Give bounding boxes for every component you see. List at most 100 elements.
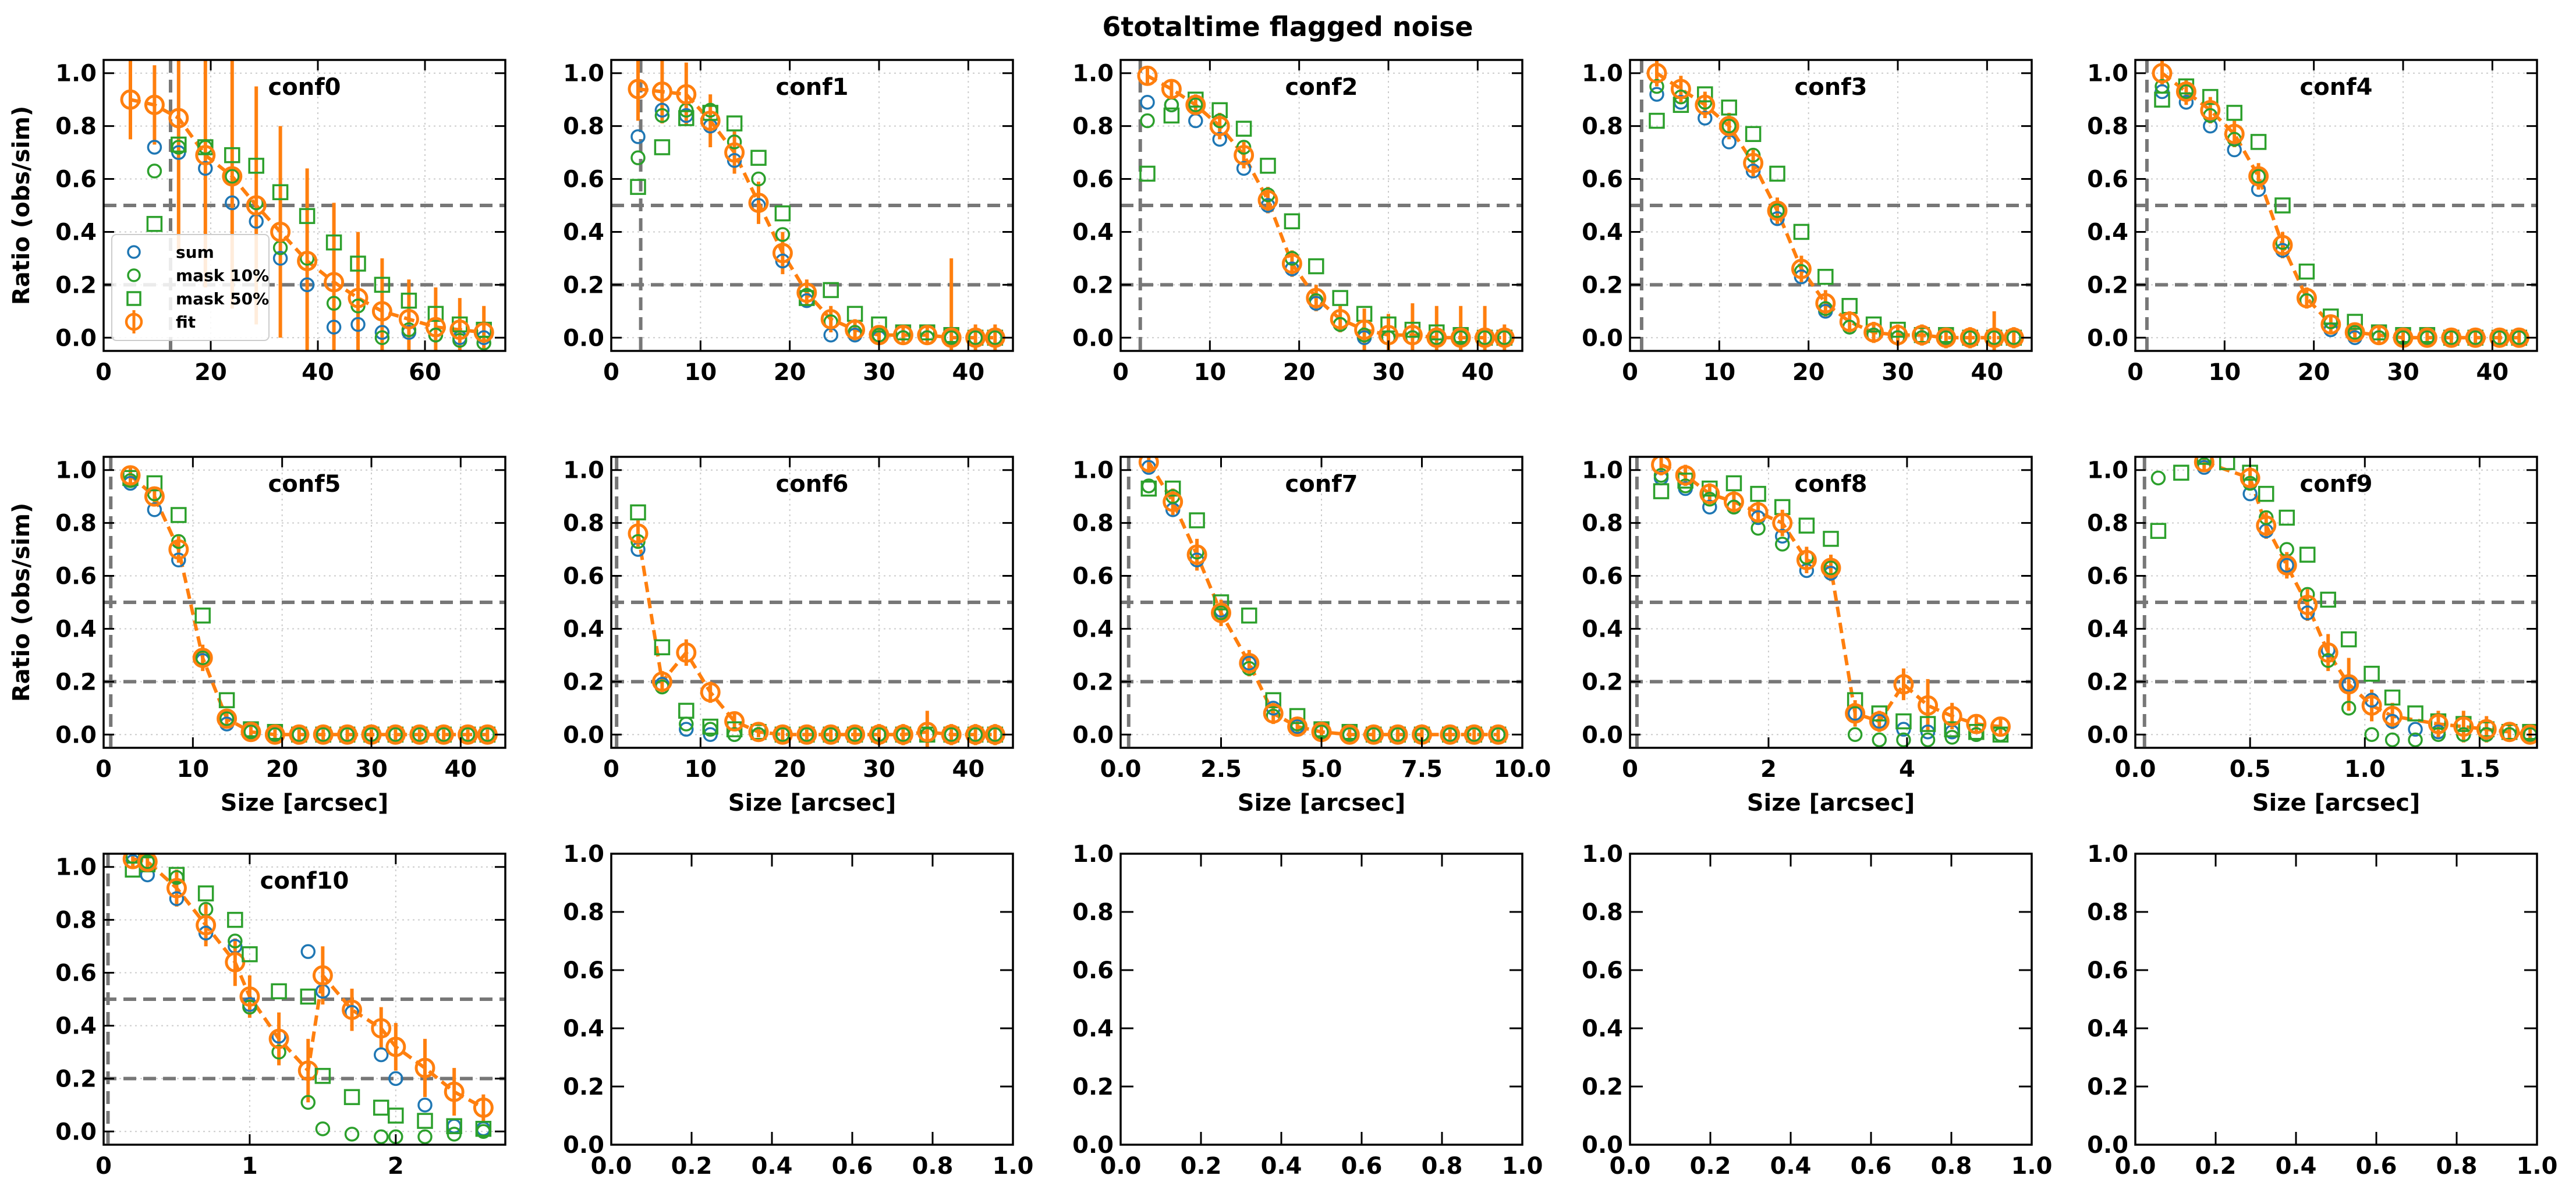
fit-point <box>1893 674 1914 695</box>
fit-point <box>458 724 479 745</box>
mask50-point <box>846 306 863 322</box>
subplot-panel: conf4 0 10 20 30 40 0.0 0.2 0.4 0.6 0.8 1.0 <box>2087 59 2538 386</box>
axes-frame <box>102 59 506 352</box>
mask50-point <box>2250 134 2267 150</box>
fit-point <box>2320 314 2341 335</box>
y-tick-label: 0.6 <box>1072 957 1114 984</box>
fit-point <box>2194 457 2214 473</box>
y-tick-label: 0.4 <box>55 219 97 246</box>
subplot-panel: conf0 0 20 40 60 0.0 0.2 0.4 0.6 0.8 1.0 Ratio (obs… <box>8 59 506 386</box>
x-tick-label: 2 <box>1760 756 1777 783</box>
mask50-point <box>171 507 187 523</box>
fit-point <box>2272 235 2293 255</box>
mask50-point <box>1442 726 1458 743</box>
y-tick-label: 0.2 <box>2087 272 2128 299</box>
mask10-point <box>2150 470 2166 486</box>
mask50-point <box>2501 723 2518 740</box>
y-tick-label: 0.6 <box>563 957 604 984</box>
mask10-point <box>315 1121 331 1137</box>
fit-point <box>1339 724 1360 745</box>
mask50-point <box>2511 329 2528 346</box>
mask50-point <box>1847 692 1863 708</box>
y-tick-label: 0.8 <box>563 510 604 537</box>
fit-point <box>1767 200 1788 221</box>
fit-line <box>637 87 995 340</box>
mask50-point <box>1745 126 1762 143</box>
mask50-point <box>373 1099 389 1116</box>
fit-point <box>2465 327 2486 348</box>
subplot-panel: 0.0 0.2 0.4 0.6 0.8 1.0 0.0 0.2 0.4 0.6 0.8 1.0 <box>1072 841 1543 1180</box>
fit-line <box>132 857 484 1110</box>
subplot-panel: conf3 0 10 20 30 40 0.0 0.2 0.4 0.6 0.8 1.0 <box>1582 59 2033 386</box>
x-tick-label: 60 <box>409 359 441 386</box>
y-tick-label: 0.0 <box>1072 722 1114 748</box>
axes-frame <box>610 59 1014 352</box>
y-tick-label: 0.6 <box>563 563 604 590</box>
y-tick-label: 0.2 <box>55 1066 97 1092</box>
mask50-point <box>1390 726 1406 743</box>
fit-point <box>195 145 216 166</box>
y-tick-label: 0.4 <box>1582 219 1623 246</box>
subplot-panel: conf10 0 1 2 0.0 0.2 0.4 0.6 0.8 1.0 <box>55 853 506 1180</box>
y-tick-label: 0.2 <box>563 669 604 695</box>
mask50-point <box>1649 112 1665 129</box>
mask50-point <box>1865 316 1882 333</box>
mask10-point <box>2258 510 2274 526</box>
legend: sum mask 10% mask 50% fit <box>111 234 270 341</box>
y-tick-label: 1.0 <box>2087 841 2128 868</box>
y-tick-label: 0.6 <box>55 960 97 987</box>
axes-frame <box>610 456 1014 749</box>
mask50-point <box>654 139 671 155</box>
fit-line <box>129 474 488 737</box>
x-tick-label: 0.4 <box>2276 1153 2317 1180</box>
mask50-point <box>630 179 646 195</box>
fit-point <box>297 250 318 271</box>
mask50-point <box>1289 708 1306 725</box>
sum-point <box>1698 111 1713 126</box>
fit-line <box>1656 72 2014 340</box>
sum-point <box>1745 164 1761 179</box>
fit-point <box>473 322 494 343</box>
x-tick-label: 0.8 <box>1422 1153 1463 1180</box>
mask10-point <box>374 330 390 346</box>
mask10-point <box>727 134 742 150</box>
mask10-point <box>2384 732 2400 748</box>
mask50-point <box>2443 329 2460 346</box>
x-tick-label: 0 <box>603 359 619 386</box>
fit-point <box>1791 258 1812 279</box>
mask10-point <box>417 1129 433 1145</box>
fit-point <box>651 671 672 692</box>
mask50-point <box>343 1089 360 1105</box>
mask50-point <box>726 115 743 132</box>
fit-point <box>2476 719 2497 740</box>
fit-point <box>2489 327 2510 348</box>
y-tick-label: 0.8 <box>1072 510 1114 537</box>
mask10-point <box>401 322 417 338</box>
x-tick-label: 0.0 <box>1100 756 1142 783</box>
mask10-point <box>242 999 257 1015</box>
mask50-point <box>1968 723 1985 740</box>
subplot-panel: 0.0 0.2 0.4 0.6 0.8 1.0 0.0 0.2 0.4 0.6 0.8 1.0 <box>1582 841 2052 1180</box>
sum-point <box>727 152 742 168</box>
mask50-point <box>314 1068 331 1084</box>
x-tick-label: 10 <box>176 756 209 783</box>
x-axis-label: Size [arcsec] <box>1747 790 1915 816</box>
mask50-point <box>750 150 767 166</box>
y-tick-label: 0.4 <box>55 616 97 642</box>
y-tick-label: 0.4 <box>2087 1016 2128 1042</box>
y-tick-label: 1.0 <box>1072 61 1114 87</box>
mask10-point <box>2320 653 2336 668</box>
fit-point <box>371 301 392 322</box>
mask10-point <box>775 227 791 242</box>
mask50-point <box>218 692 235 708</box>
fit-point <box>168 539 189 560</box>
axes-frame <box>2134 456 2538 749</box>
fit-point <box>398 308 419 329</box>
mask50-point <box>171 136 187 153</box>
fit-point <box>1772 513 1793 534</box>
fit-point <box>2175 81 2196 102</box>
mask50-point <box>1653 483 1670 499</box>
x-tick-label: 1.0 <box>1502 1153 1543 1180</box>
fit-point <box>1646 63 1667 84</box>
sum-point <box>775 253 791 269</box>
